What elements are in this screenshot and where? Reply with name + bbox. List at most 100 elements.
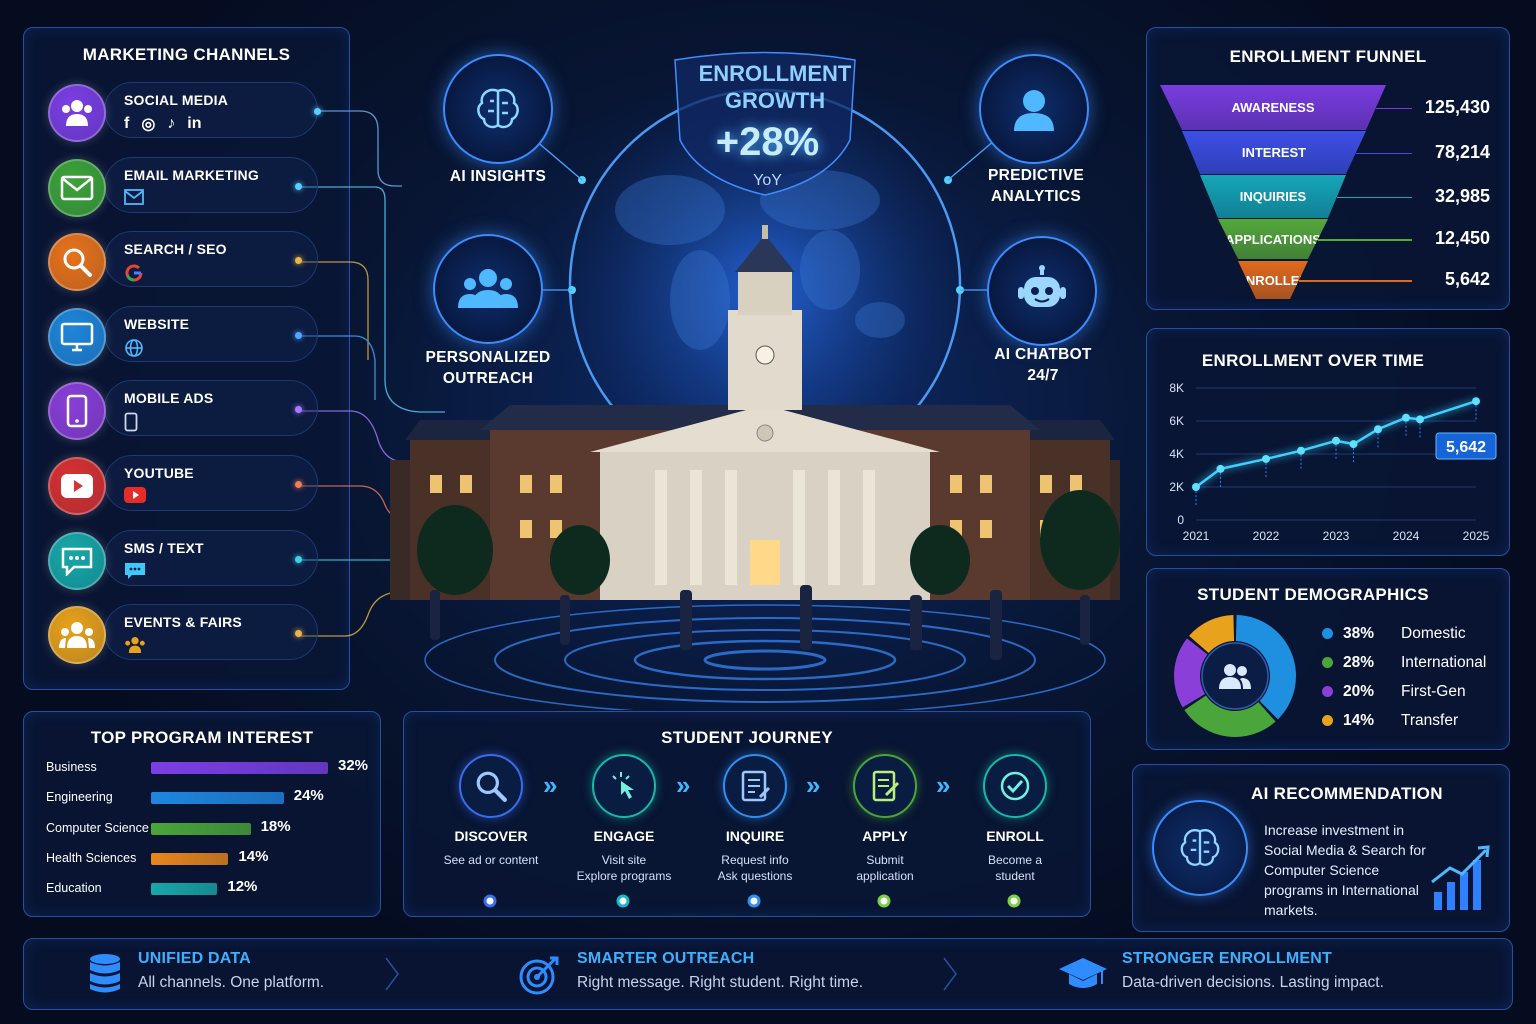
channel-social-media[interactable]: SOCIAL MEDIA f ◎ ♪ in <box>24 82 321 144</box>
funnel-stage-value: 32,985 <box>1434 185 1490 206</box>
demographic-legend-transfer: 14% Transfer <box>1322 712 1458 730</box>
hero-title-line2: GROWTH <box>724 88 826 113</box>
channel-sms-text[interactable]: SMS / TEXT <box>24 529 318 592</box>
facebook-icon[interactable]: f <box>124 115 130 132</box>
ai-insights-feature[interactable] <box>443 54 553 164</box>
funnel-connector-line <box>1356 152 1412 154</box>
journey-step-title: ENROLL <box>986 828 1044 844</box>
journey-step-title: DISCOVER <box>454 828 528 844</box>
legend-dot <box>1322 628 1333 640</box>
data-point <box>1402 413 1410 422</box>
tiktok-icon[interactable]: ♪ <box>167 115 176 132</box>
y-tick-label: 6K <box>1169 414 1184 428</box>
funnel-stage-value: 78,214 <box>1434 141 1490 162</box>
data-point <box>1374 425 1382 434</box>
legend-percent: 20% <box>1343 683 1375 700</box>
program-label: Engineering <box>46 790 113 805</box>
funnel-stage-label: INTEREST <box>1241 145 1307 160</box>
channel-sub-icons <box>124 487 146 503</box>
legend-label: Domestic <box>1401 625 1466 642</box>
y-tick-label: 4K <box>1169 447 1184 461</box>
hero-title: ENROLLMENT GROWTH <box>690 60 860 114</box>
channel-search-seo[interactable]: SEARCH / SEO <box>24 231 318 293</box>
program-row[interactable]: Education 12% <box>46 878 376 900</box>
legend-percent: 14% <box>1343 712 1375 729</box>
channel-youtube[interactable]: YOUTUBE <box>24 455 318 517</box>
program-row[interactable]: Engineering 24% <box>46 787 376 809</box>
journey-step-discover[interactable]: DISCOVER See ad or content <box>426 754 556 868</box>
play-icon <box>48 457 106 515</box>
linkedin-icon[interactable]: in <box>187 115 202 132</box>
student-journey-title: STUDENT JOURNEY <box>661 728 833 747</box>
funnel-stage-inquiries[interactable]: INQUIRIES <box>1200 175 1346 218</box>
footer-smarter-outreach-sub: Right message. Right student. Right time… <box>577 974 864 991</box>
journey-step-apply[interactable]: APPLY Submit application <box>820 754 950 884</box>
legend-label: Transfer <box>1401 712 1459 729</box>
funnel-stage-applications[interactable]: APPLICATIONS <box>1218 219 1328 259</box>
instagram-icon[interactable]: ◎ <box>141 116 156 133</box>
ai-chatbot-feature[interactable] <box>987 236 1097 346</box>
journey-chevron-3: » <box>806 770 821 800</box>
y-tick-label: 2K <box>1169 480 1184 494</box>
y-tick-label: 0 <box>1177 513 1184 527</box>
personalized-outreach-feature[interactable] <box>433 234 543 344</box>
chat-icon <box>48 531 106 590</box>
enrollment-series-line <box>1195 400 1477 489</box>
enrollment-funnel-title: ENROLLMENT FUNNEL <box>1229 47 1427 66</box>
recommendation-brain-badge <box>1152 800 1248 896</box>
funnel-connector-line <box>1337 196 1412 198</box>
funnel-connector-line <box>1318 239 1412 241</box>
program-bar <box>151 792 284 805</box>
data-point <box>1192 483 1200 491</box>
journey-step-enroll[interactable]: ENROLL Become a student <box>950 754 1080 884</box>
data-point <box>1216 464 1225 473</box>
predictive-analytics-label: PREDICTIVE ANALYTICS <box>987 167 1084 205</box>
graduation-cap-icon <box>1059 958 1107 988</box>
hero-illustration <box>390 51 1120 710</box>
channel-sub-icons <box>124 636 146 654</box>
latest-value-callout: 5,642 <box>1435 432 1497 460</box>
predictive-analytics-feature[interactable] <box>979 54 1089 164</box>
journey-step-engage[interactable]: ENGAGE Visit site Explore programs <box>559 754 689 884</box>
donut-slice-international <box>1184 695 1276 737</box>
journey-step-desc: Request info Ask questions <box>717 853 793 883</box>
data-point <box>1297 446 1305 455</box>
phone-icon <box>48 382 106 441</box>
legend-percent: 28% <box>1343 654 1375 671</box>
channel-sub-icons <box>124 562 146 580</box>
funnel-stage-interest[interactable]: INTEREST <box>1182 131 1366 174</box>
program-row[interactable]: Computer Science 18% <box>46 818 376 840</box>
journey-progress-line <box>483 894 1021 908</box>
chat-small-icon <box>125 562 145 579</box>
channel-connector-dot <box>295 481 302 488</box>
donut-slice-domestic <box>1235 615 1296 720</box>
journey-step-inquire[interactable]: INQUIRE Request info Ask questions <box>690 754 820 884</box>
data-point <box>1416 415 1424 424</box>
pointer-icon <box>592 754 656 818</box>
channel-mobile-ads[interactable]: MOBILE ADS <box>24 380 318 442</box>
data-point <box>1332 436 1340 445</box>
program-percent: 24% <box>293 787 324 805</box>
channel-events-fairs[interactable]: EVENTS & FAIRS <box>24 604 318 666</box>
envelope-small-icon <box>124 188 144 205</box>
funnel-connector-line <box>1376 107 1412 109</box>
channel-website[interactable]: WEBSITE <box>24 305 318 368</box>
program-row[interactable]: Health Sciences 14% <box>46 848 376 870</box>
group-small-icon <box>125 637 145 654</box>
target-icon <box>519 956 559 995</box>
channel-label: EVENTS & FAIRS <box>124 614 242 631</box>
channel-pill <box>104 305 318 362</box>
program-row[interactable]: Business 32% <box>46 757 376 779</box>
donut-center <box>1201 642 1269 710</box>
x-tick-label: 2022 <box>1253 529 1280 543</box>
journey-step-desc: Submit application <box>856 853 914 883</box>
program-bar <box>151 852 229 865</box>
funnel-stage-awareness[interactable]: AWARENESS <box>1160 85 1386 130</box>
channel-label: YOUTUBE <box>124 465 194 481</box>
brain-icon <box>477 88 519 129</box>
channel-email-marketing[interactable]: EMAIL MARKETING <box>24 156 318 219</box>
x-tick-label: 2025 <box>1463 529 1490 543</box>
journey-step-title: INQUIRE <box>725 828 785 844</box>
journey-chevron-4: » <box>936 770 951 800</box>
ai-chatbot-label: AI CHATBOT 24/7 <box>994 346 1092 384</box>
